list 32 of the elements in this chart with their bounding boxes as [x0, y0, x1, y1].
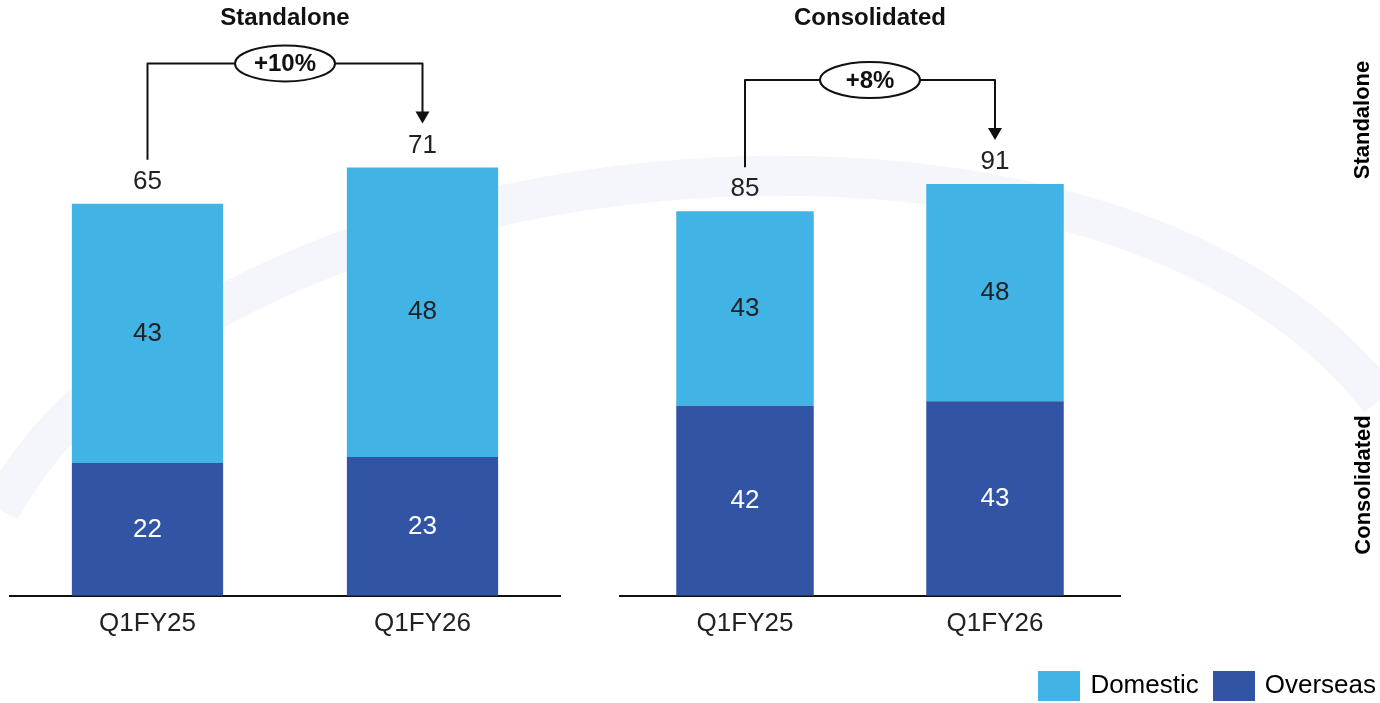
- bar: [71, 463, 224, 596]
- bar: [676, 211, 814, 406]
- data-label: 43: [980, 481, 1010, 512]
- data-label: 48: [408, 295, 437, 326]
- data-label: 48: [980, 275, 1010, 306]
- text: +10%: [253, 49, 317, 77]
- data-label: 22: [133, 512, 162, 543]
- x-tick-label: Q1FY26: [946, 606, 1044, 637]
- data-label: 43: [133, 316, 162, 347]
- text: +8%: [845, 65, 895, 93]
- legend-label: Overseas: [1263, 668, 1376, 701]
- total-label: 65: [133, 164, 162, 195]
- bar: [346, 167, 499, 458]
- chart-title: Consolidated: [793, 3, 947, 31]
- data-label: 43: [730, 291, 760, 322]
- total-label: 85: [730, 172, 760, 203]
- bar: [926, 401, 1064, 596]
- x-tick-label: Q1FY25: [99, 606, 196, 637]
- data-label: 23: [408, 509, 437, 540]
- x-tick-label: Q1FY26: [374, 606, 471, 637]
- chart-title: Standalone: [220, 3, 350, 31]
- x-tick-label: Q1FY25: [696, 606, 794, 637]
- bar: [926, 184, 1064, 402]
- legend-label: Domestic: [1089, 668, 1199, 701]
- data-label: 42: [730, 483, 760, 514]
- bar: [346, 457, 499, 596]
- text: Consolidated: [1349, 415, 1376, 555]
- total-label: 91: [980, 145, 1010, 176]
- text: Standalone: [1348, 60, 1375, 180]
- bar: [71, 203, 224, 464]
- bar: [676, 405, 814, 596]
- total-label: 71: [408, 128, 437, 159]
